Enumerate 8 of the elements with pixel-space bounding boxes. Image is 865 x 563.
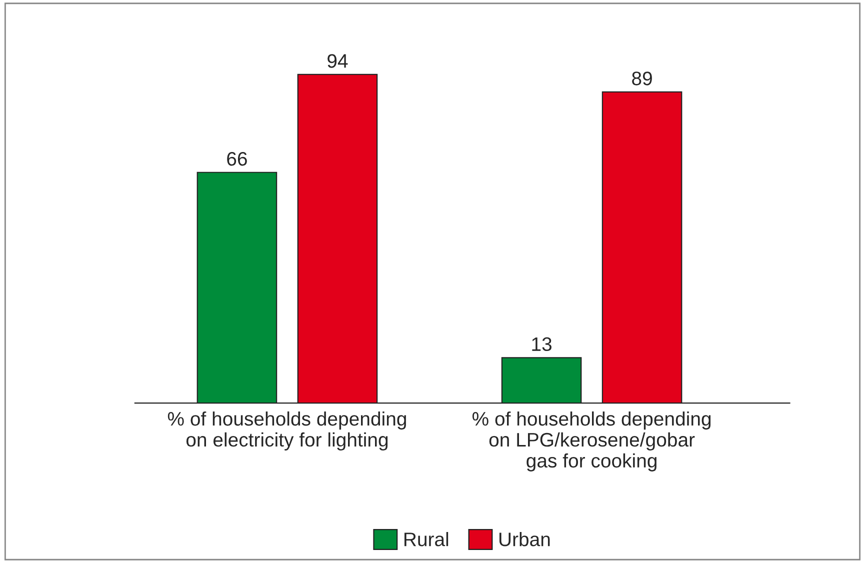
data-label: 66 xyxy=(227,152,247,166)
x-tick-label: % of households depending on electricity for lighting xyxy=(168,411,406,451)
x-tick-label: % of households depending on LPG/kerosene/gobar gas for cooking xyxy=(472,411,711,472)
data-label: 94 xyxy=(328,54,348,68)
legend-label: Urban xyxy=(499,532,550,546)
data-label: 89 xyxy=(632,72,652,86)
legend-label: Rural xyxy=(404,532,448,546)
data-label: 13 xyxy=(532,337,552,352)
